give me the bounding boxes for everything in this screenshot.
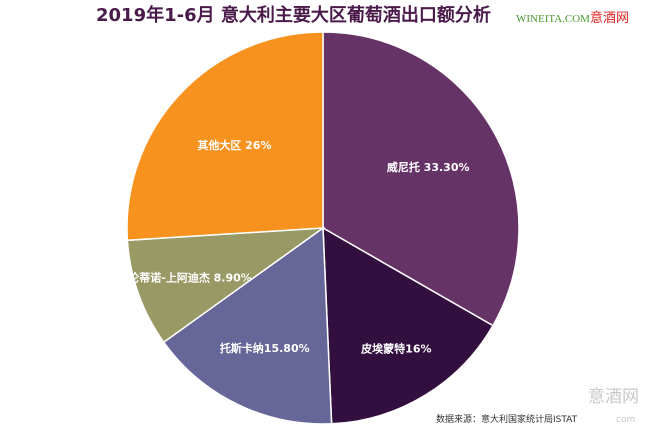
chart-header: 2019年1-6月 意大利主要大区葡萄酒出口额分析 WINEITA.COM意酒网 <box>0 4 650 34</box>
slice-label: 托斯卡纳15.80% <box>220 341 310 355</box>
slice-label: 皮埃蒙特16% <box>360 342 431 356</box>
pie-slice <box>126 227 326 344</box>
brand-latin: WINEITA.COM <box>516 13 590 25</box>
pie-slice <box>322 226 494 425</box>
brand-logo: WINEITA.COM意酒网 <box>516 10 629 27</box>
watermark: 意酒网 <box>588 387 639 407</box>
watermark-suffix: com <box>616 415 636 425</box>
pie-slice <box>126 31 324 242</box>
slice-label: 其他大区 26% <box>197 138 271 152</box>
brand-chinese: 意酒网 <box>589 10 629 25</box>
pie-slice <box>162 226 333 425</box>
source-note: 数据来源：意大利国家统计局ISTAT <box>436 415 578 425</box>
chart-title: 2019年1-6月 意大利主要大区葡萄酒出口额分析 <box>96 5 491 26</box>
pie-slice <box>322 31 520 327</box>
slice-label: 特伦蒂诺-上阿迪杰 8.90% <box>117 270 252 284</box>
slice-label: 威尼托 33.30% <box>387 160 470 174</box>
